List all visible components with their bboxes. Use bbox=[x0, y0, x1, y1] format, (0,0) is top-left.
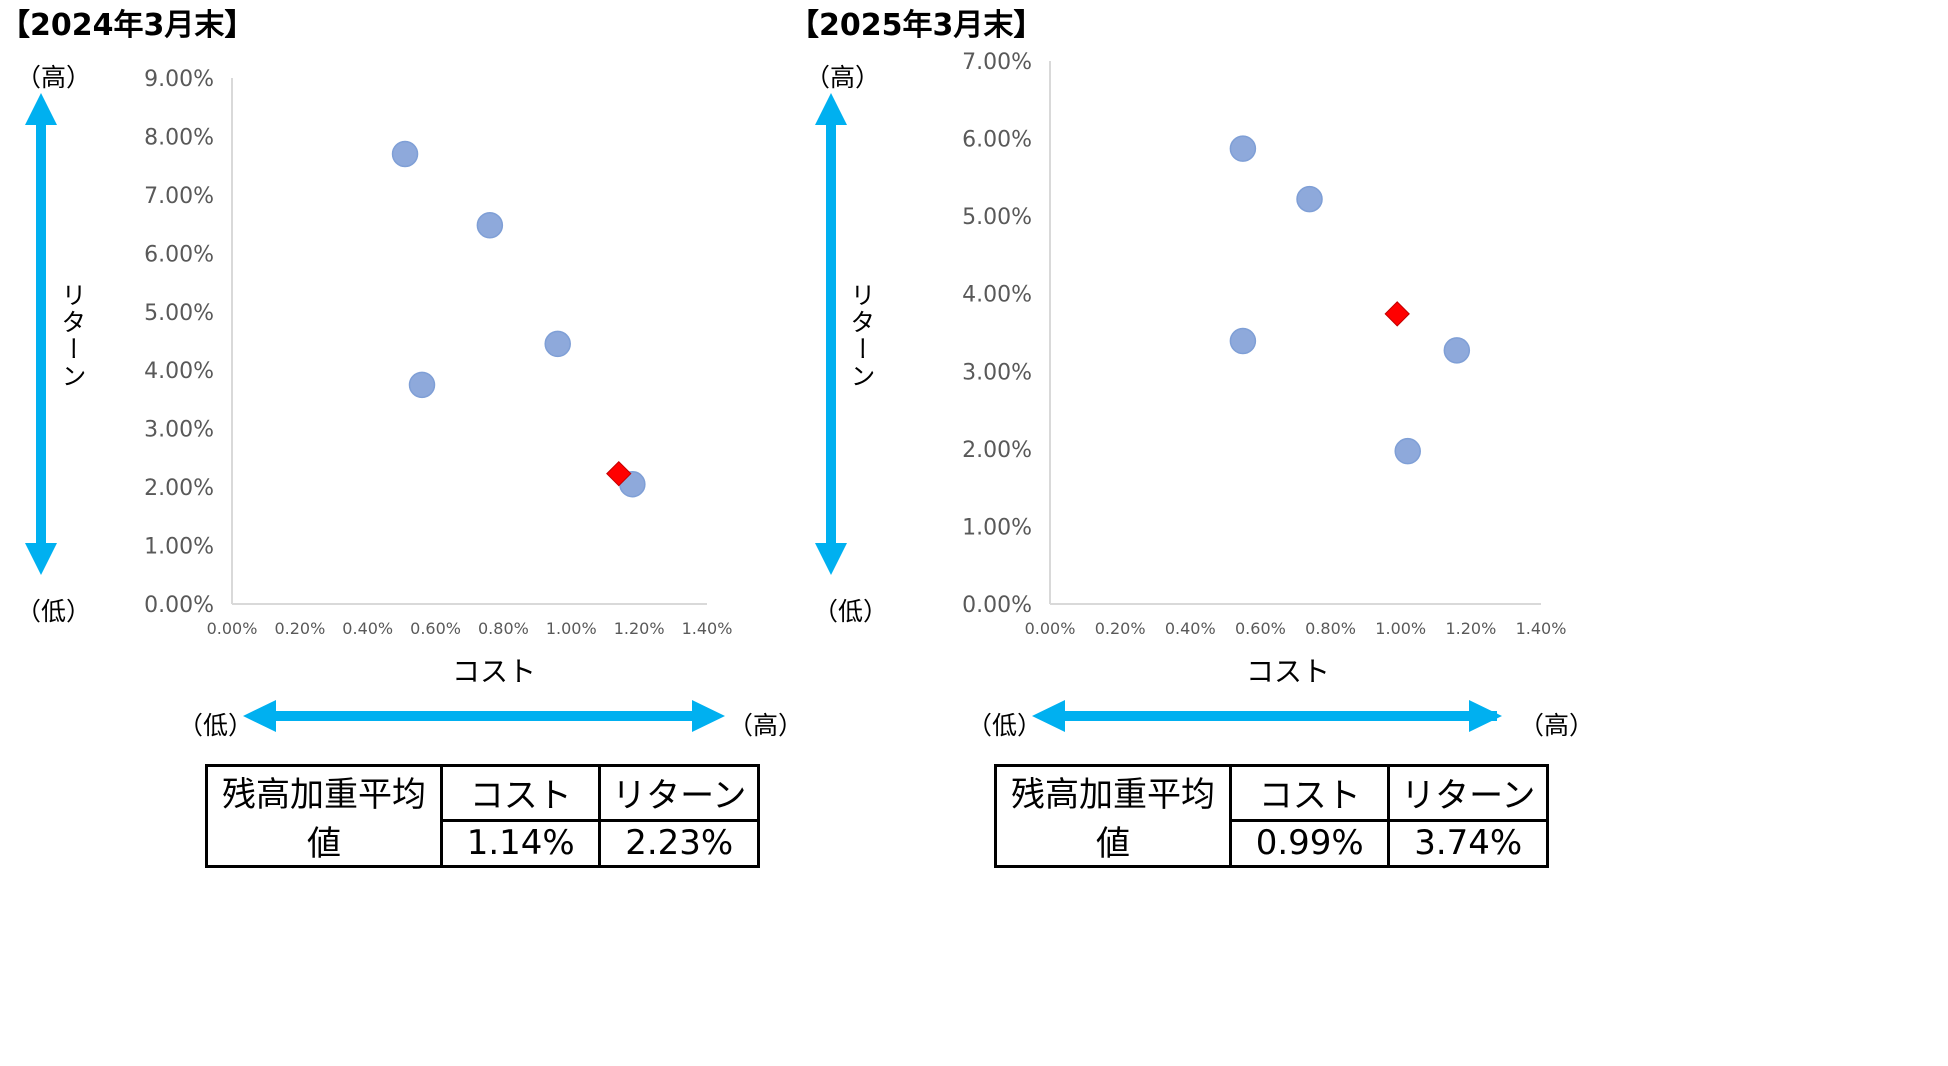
y-tick-label: 3.00% bbox=[144, 418, 214, 443]
x-tick-label: 1.20% bbox=[614, 619, 665, 638]
data-point bbox=[1229, 135, 1257, 162]
panel-title: 【2024年3月末】 bbox=[0, 8, 255, 43]
data-point bbox=[1229, 327, 1257, 355]
x-tick-label: 0.60% bbox=[410, 619, 461, 638]
data-point bbox=[476, 212, 504, 239]
data-point bbox=[391, 140, 419, 168]
y-arrow bbox=[815, 93, 847, 575]
y-arrow-shaft bbox=[826, 118, 836, 550]
y-tick-label: 1.00% bbox=[962, 515, 1032, 540]
cost-value: 1.14% bbox=[439, 818, 602, 869]
x-tick-label: 1.40% bbox=[682, 619, 733, 638]
return-value: 3.74% bbox=[1387, 818, 1549, 869]
x-arrow-shaft bbox=[1057, 711, 1497, 721]
weighted-average-marker bbox=[1384, 301, 1410, 327]
y-axis-text: リターン bbox=[847, 282, 876, 390]
y-tick-label: 2.00% bbox=[962, 438, 1032, 463]
y-tick-label: 6.00% bbox=[144, 242, 214, 267]
x-arrow-head-right bbox=[1469, 700, 1502, 732]
x-arrow bbox=[243, 700, 725, 732]
x-tick-label: 0.40% bbox=[342, 619, 393, 638]
x-tick-label: 1.00% bbox=[1375, 619, 1426, 638]
x-tick-label: 0.80% bbox=[478, 619, 529, 638]
y-tick-label: 0.00% bbox=[144, 593, 214, 618]
summary-table: 残高加重平均値 コスト リターン 0.99% 3.74% bbox=[994, 764, 1549, 869]
x-arrow bbox=[1032, 700, 1502, 732]
chart-svg: 0.00% 1.00% 2.00% 3.00% 4.00% 5.00% 6.00% 7.00%… bbox=[815, 50, 1567, 732]
y-tick-label: 0.00% bbox=[962, 593, 1032, 618]
x-low-label: （低） bbox=[967, 711, 1043, 740]
y-tick-label: 9.00% bbox=[144, 67, 214, 92]
data-points bbox=[391, 140, 646, 498]
x-tick-label: 0.20% bbox=[274, 619, 325, 638]
y-tick-label: 5.00% bbox=[144, 301, 214, 326]
y-tick-label: 5.00% bbox=[962, 205, 1032, 230]
x-arrow-shaft bbox=[268, 711, 700, 721]
y-arrow-head-down bbox=[25, 543, 57, 575]
y-tick-label: 6.00% bbox=[962, 128, 1032, 153]
data-point bbox=[1443, 337, 1471, 364]
y-ticks: 0.00% 1.00% 2.00% 3.00% 4.00% 5.00% 6.00% 7.00% bbox=[962, 50, 1032, 618]
y-arrow bbox=[25, 93, 57, 575]
x-arrow-head-right bbox=[692, 700, 725, 732]
y-tick-label: 7.00% bbox=[144, 184, 214, 209]
data-points bbox=[1229, 135, 1471, 465]
y-ticks: 0.00% 1.00% 2.00% 3.00% 4.00% 5.00% 6.00% 7.00%… bbox=[144, 67, 214, 618]
row-label-weighted-average: 残高加重平均値 bbox=[205, 764, 443, 868]
x-tick-label: 0.20% bbox=[1095, 619, 1146, 638]
col-header-cost: コスト bbox=[439, 764, 602, 822]
y-tick-label: 3.00% bbox=[962, 360, 1032, 385]
x-tick-label: 1.20% bbox=[1445, 619, 1496, 638]
x-axis-title: コスト bbox=[1246, 655, 1331, 688]
y-high-label: （高） bbox=[805, 63, 881, 92]
data-point bbox=[1296, 185, 1323, 213]
chart-panel-2024: 【2024年3月末】 （高） （低） リターン コスト （低） （高） 0.00… bbox=[0, 8, 804, 869]
y-arrow-head-down bbox=[815, 543, 847, 575]
x-tick-label: 0.60% bbox=[1235, 619, 1286, 638]
col-header-return: リターン bbox=[598, 764, 760, 822]
x-tick-label: 1.40% bbox=[1516, 619, 1567, 638]
x-tick-label: 0.40% bbox=[1165, 619, 1216, 638]
y-tick-label: 4.00% bbox=[144, 359, 214, 384]
weighted-average-marker bbox=[606, 460, 632, 487]
data-point bbox=[544, 330, 571, 358]
y-low-label: （低） bbox=[813, 597, 889, 626]
x-low-label: （低） bbox=[178, 711, 254, 740]
data-point bbox=[408, 371, 436, 399]
cost-value: 0.99% bbox=[1228, 818, 1391, 869]
y-tick-label: 4.00% bbox=[962, 283, 1032, 308]
x-ticks: 0.00% 0.20% 0.40% 0.60% 0.80% 1.00% 1.20% 1.40% bbox=[1025, 619, 1567, 638]
summary-table: 残高加重平均値 コスト リターン 1.14% 2.23% bbox=[205, 764, 760, 869]
y-arrow-head-up bbox=[25, 93, 57, 125]
chart-panel-2025: 【2025年3月末】 （高） （低） リターン コスト （低） （高） 0.00… bbox=[789, 0, 1948, 1066]
y-tick-label: 8.00% bbox=[144, 125, 214, 150]
y-arrow-shaft bbox=[36, 118, 46, 550]
y-high-label: （高） bbox=[16, 63, 92, 92]
row-label-weighted-average: 残高加重平均値 bbox=[994, 764, 1232, 868]
y-tick-label: 2.00% bbox=[144, 476, 214, 501]
y-arrow-head-up bbox=[815, 93, 847, 125]
x-tick-label: 0.00% bbox=[207, 619, 258, 638]
x-tick-label: 1.00% bbox=[546, 619, 597, 638]
chart-svg: 0.00% 1.00% 2.00% 3.00% 4.00% 5.00% 6.00% 7.00%… bbox=[25, 67, 733, 732]
y-low-label: （低） bbox=[16, 597, 92, 626]
col-header-return: リターン bbox=[1387, 764, 1549, 822]
x-high-label: （高） bbox=[728, 711, 804, 740]
panel-title: 【2025年3月末】 bbox=[789, 8, 1044, 43]
x-tick-label: 0.00% bbox=[1025, 619, 1076, 638]
y-tick-label: 7.00% bbox=[962, 50, 1032, 75]
x-arrow-head-left bbox=[1032, 700, 1065, 732]
x-tick-label: 0.80% bbox=[1305, 619, 1356, 638]
x-arrow-head-left bbox=[243, 700, 276, 732]
x-high-label: （高） bbox=[1519, 711, 1595, 740]
x-axis-title: コスト bbox=[452, 655, 537, 688]
return-value: 2.23% bbox=[598, 818, 760, 869]
data-point bbox=[1394, 437, 1421, 465]
x-ticks: 0.00% 0.20% 0.40% 0.60% 0.80% 1.00% 1.20% 1.40% bbox=[207, 619, 733, 638]
col-header-cost: コスト bbox=[1228, 764, 1391, 822]
y-axis-text: リターン bbox=[58, 282, 87, 390]
y-tick-label: 1.00% bbox=[144, 535, 214, 560]
